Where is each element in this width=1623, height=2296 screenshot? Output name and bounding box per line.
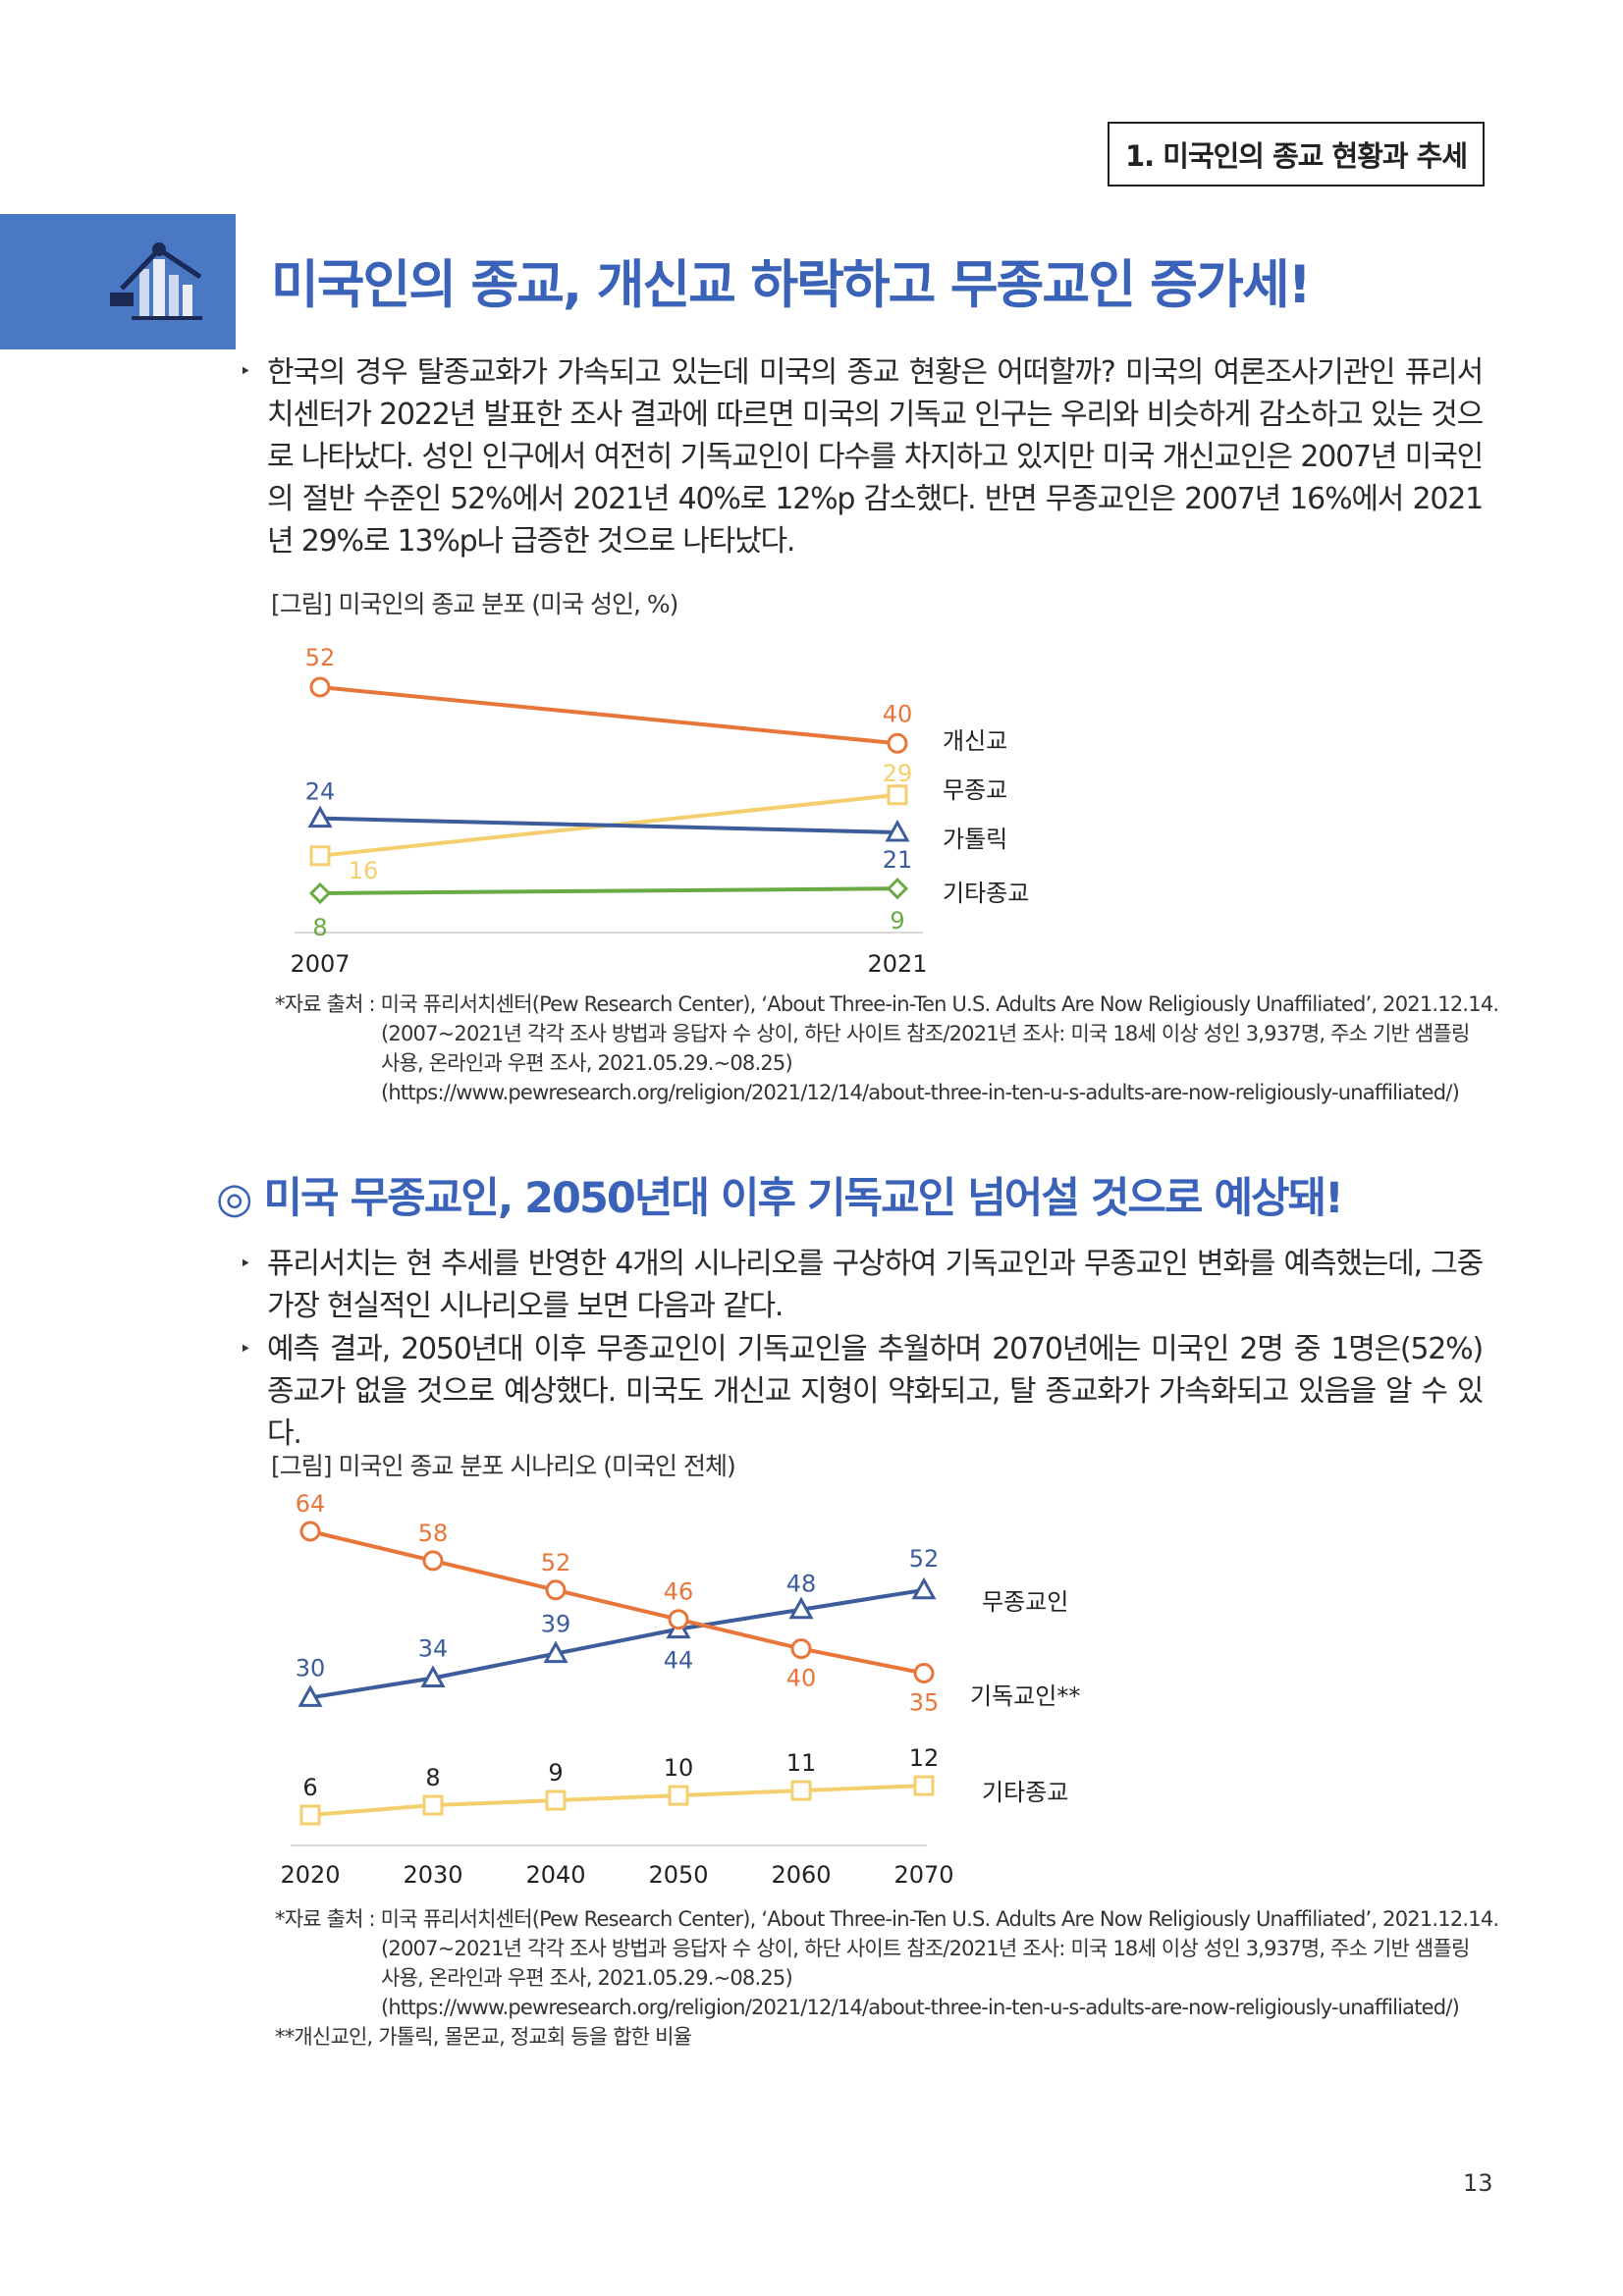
legend-label: 가톨릭 — [943, 826, 1007, 853]
data-label: 52 — [909, 1545, 940, 1573]
data-point — [913, 1775, 935, 1796]
figure2-source: *자료 출처 : 미국 퓨리서치센터(Pew Research Center),… — [275, 1904, 1499, 2052]
bullet-icon: ‣ — [240, 1252, 251, 1275]
data-point — [790, 1638, 812, 1660]
data-label: 29 — [883, 760, 913, 787]
data-label: 6 — [302, 1774, 317, 1801]
religion-scenario-chart: 2020 2030 2040 2050 2060 2070 30 34 39 44 48 52 무종교인… — [280, 1494, 1080, 1887]
x-tick-label: 2030 — [403, 1861, 462, 1887]
series-line — [319, 816, 898, 834]
chart-icon — [110, 242, 202, 320]
figure1-caption: [그림] 미국인의 종교 분포 (미국 성인, %) — [271, 590, 678, 618]
data-label: 40 — [883, 700, 913, 727]
source-line: 사용, 온라인과 우편 조사, 2021.05.29.~08.25) — [381, 1051, 793, 1075]
data-label: 35 — [909, 1689, 940, 1717]
series-line — [319, 886, 898, 895]
religion-distribution-chart: 2007 2021 52 40 개신교 16 29 무종교 24 21 가톨릭 8 9 기타종교 — [290, 644, 1029, 978]
figure1-source: *자료 출처 : 미국 퓨리서치센터(Pew Research Center),… — [275, 989, 1499, 1107]
figure2-caption: [그림] 미국인 종교 분포 시나리오 (미국인 전체) — [271, 1452, 736, 1480]
x-tick-label: 2040 — [525, 1861, 585, 1887]
data-label: 48 — [786, 1571, 817, 1598]
data-point — [299, 1804, 321, 1826]
source-line: (2007~2021년 각각 조사 방법과 응답자 수 상이, 하단 사이트 참… — [381, 1937, 1470, 1960]
data-point — [309, 845, 331, 867]
data-point — [887, 784, 908, 806]
series-line — [309, 1529, 925, 1676]
data-label: 52 — [541, 1549, 571, 1576]
source-line: (2007~2021년 각각 조사 방법과 응답자 수 상이, 하단 사이트 참… — [381, 1022, 1470, 1045]
data-label: 40 — [786, 1665, 817, 1692]
data-label: 11 — [786, 1749, 817, 1777]
data-label: 12 — [909, 1744, 940, 1772]
x-tick-label: 2020 — [280, 1861, 340, 1887]
data-label: 44 — [664, 1647, 694, 1675]
legend-label: 무종교인 — [982, 1588, 1068, 1616]
x-tick-label: 2070 — [893, 1861, 953, 1887]
data-label: 8 — [312, 914, 327, 941]
data-label: 21 — [883, 846, 913, 874]
series-line — [309, 1784, 925, 1817]
data-point — [668, 1609, 689, 1630]
bullet-paragraph: 예측 결과, 2050년대 이후 무종교인이 기독교인을 추월하며 2070년에… — [267, 1332, 1484, 1451]
section-tag: 1. 미국인의 종교 현황과 추세 — [1108, 122, 1485, 187]
data-label: 24 — [305, 778, 336, 806]
page-number: 13 — [1463, 2169, 1493, 2197]
data-label: 52 — [305, 644, 336, 671]
data-point — [668, 1785, 689, 1806]
source-line: *자료 출처 : 미국 퓨리서치센터(Pew Research Center),… — [275, 1907, 1499, 1931]
source-line: (https://www.pewresearch.org/religion/20… — [381, 1996, 1460, 2019]
data-point — [308, 881, 332, 905]
data-point — [309, 676, 331, 698]
data-label: 10 — [664, 1754, 694, 1782]
intro-paragraph: 한국의 경우 탈종교화가 가속되고 있는데 미국의 종교 현황은 어떠할까? 미… — [267, 355, 1484, 559]
data-point — [545, 1579, 567, 1601]
data-point — [885, 819, 910, 842]
data-point — [913, 1663, 935, 1683]
data-label: 9 — [890, 907, 904, 934]
data-point — [422, 1550, 444, 1572]
source-line: 사용, 온라인과 우편 조사, 2021.05.29.~08.25) — [381, 1966, 793, 1990]
data-label: 8 — [425, 1764, 440, 1791]
data-point — [543, 1640, 568, 1664]
legend-label: 무종교 — [943, 776, 1007, 804]
data-point — [545, 1789, 567, 1811]
x-tick-label: 2021 — [867, 950, 927, 978]
series-line — [319, 685, 898, 746]
data-point — [790, 1780, 812, 1801]
data-label: 58 — [418, 1520, 449, 1547]
source-line: *자료 출처 : 미국 퓨리서치센터(Pew Research Center),… — [275, 992, 1499, 1016]
bullet-icon: ‣ — [240, 359, 251, 383]
data-point — [420, 1665, 446, 1687]
source-line: (https://www.pewresearch.org/religion/20… — [381, 1081, 1460, 1104]
legend-label: 개신교 — [943, 727, 1007, 755]
series-line — [309, 1587, 925, 1700]
data-label: 16 — [349, 857, 379, 884]
data-point — [788, 1596, 814, 1620]
data-point — [886, 878, 909, 900]
source-line: **개신교인, 가톨릭, 몰몬교, 정교회 등을 합한 비율 — [275, 2025, 692, 2049]
data-label: 34 — [418, 1634, 449, 1662]
data-point — [911, 1576, 937, 1600]
data-point — [422, 1794, 444, 1816]
data-label: 64 — [296, 1494, 326, 1518]
legend-label: 기독교인** — [970, 1682, 1080, 1710]
x-tick-label: 2007 — [290, 950, 350, 978]
legend-label: 기타종교 — [943, 880, 1029, 907]
page-title: 미국인의 종교, 개신교 하락하고 무종교인 증가세! — [271, 255, 1312, 315]
x-tick-label: 2050 — [648, 1861, 708, 1887]
data-point — [307, 805, 333, 828]
data-point — [298, 1684, 323, 1707]
legend-label: 기타종교 — [982, 1779, 1068, 1806]
bullet-icon: ‣ — [240, 1337, 251, 1361]
bullet-paragraph: 퓨리서치는 현 추세를 반영한 4개의 시나리오를 구상하여 기독교인과 무종교… — [267, 1247, 1484, 1323]
header-banner — [0, 214, 236, 349]
data-point — [299, 1521, 321, 1542]
data-label: 9 — [548, 1759, 563, 1787]
x-tick-label: 2060 — [771, 1861, 831, 1887]
data-label: 39 — [541, 1611, 571, 1638]
data-point — [887, 732, 908, 754]
section-subheading: ◎ 미국 무종교인, 2050년대 이후 기독교인 넘어설 것으로 예상돼! — [216, 1174, 1344, 1223]
data-label: 30 — [296, 1654, 326, 1682]
data-label: 46 — [664, 1578, 694, 1606]
